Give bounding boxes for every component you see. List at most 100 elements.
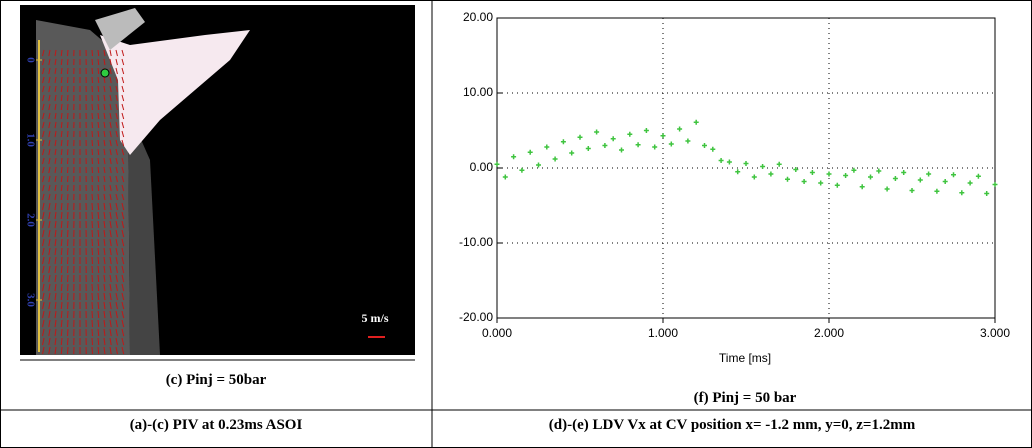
vector xyxy=(115,184,118,192)
vector xyxy=(115,337,118,346)
vector xyxy=(103,229,106,238)
vector xyxy=(103,346,106,355)
vector xyxy=(115,310,118,319)
vector xyxy=(103,148,106,156)
data-point xyxy=(718,158,724,163)
data-point xyxy=(577,134,583,140)
vector xyxy=(121,220,125,229)
vector xyxy=(48,337,51,346)
vector xyxy=(109,58,112,66)
vector xyxy=(109,49,112,57)
vector xyxy=(115,256,118,265)
vector xyxy=(97,166,100,174)
vector xyxy=(121,265,125,274)
data-point xyxy=(984,191,990,196)
vector xyxy=(97,310,100,319)
vector xyxy=(42,58,45,66)
data-point xyxy=(660,133,666,139)
vector xyxy=(109,337,112,346)
vector xyxy=(54,310,57,319)
vector xyxy=(115,157,118,165)
vector xyxy=(115,148,118,156)
vector xyxy=(103,175,106,183)
data-point xyxy=(892,176,898,181)
vector xyxy=(115,58,118,66)
vector xyxy=(109,112,112,120)
vector xyxy=(109,130,112,138)
vector xyxy=(121,346,125,355)
vector xyxy=(115,139,118,147)
vector xyxy=(42,76,45,84)
vector xyxy=(48,292,51,301)
vector xyxy=(60,301,63,310)
vector xyxy=(54,346,57,355)
vector xyxy=(115,292,118,301)
vector xyxy=(54,58,57,66)
vector xyxy=(103,274,106,283)
vector xyxy=(97,256,100,265)
vector xyxy=(109,328,112,337)
vector xyxy=(115,346,118,355)
vector xyxy=(115,175,118,183)
vector xyxy=(109,202,112,211)
vector xyxy=(103,328,106,337)
data-point xyxy=(652,144,658,150)
vector xyxy=(60,202,63,211)
vector xyxy=(60,67,63,75)
data-point xyxy=(751,174,757,180)
vector xyxy=(97,130,100,138)
vector xyxy=(115,274,118,283)
vector xyxy=(42,337,45,346)
vector xyxy=(115,112,118,120)
vector xyxy=(121,76,125,84)
vector xyxy=(42,310,45,319)
vector xyxy=(60,85,63,93)
data-point xyxy=(917,177,923,183)
vector xyxy=(97,157,100,165)
vector xyxy=(42,166,45,174)
vector xyxy=(103,85,106,93)
vector xyxy=(54,265,57,274)
plot-area xyxy=(496,17,996,319)
vector xyxy=(97,67,100,75)
vector xyxy=(109,193,112,201)
vector xyxy=(48,193,51,201)
vector xyxy=(121,229,125,238)
vector xyxy=(42,94,45,102)
vector xyxy=(115,319,118,328)
vector xyxy=(60,319,63,328)
vector xyxy=(60,346,63,355)
vector xyxy=(48,130,51,138)
vector xyxy=(42,184,45,192)
vector-field xyxy=(42,49,125,355)
vector xyxy=(60,337,63,346)
vector xyxy=(103,319,106,328)
vector xyxy=(121,67,125,75)
vector xyxy=(48,274,51,283)
vector xyxy=(109,67,112,75)
vector xyxy=(109,319,112,328)
vector xyxy=(42,247,45,256)
vector xyxy=(109,175,112,183)
vector xyxy=(42,103,45,111)
vector xyxy=(97,202,100,211)
vector xyxy=(97,58,100,66)
vector xyxy=(103,76,106,84)
data-point xyxy=(809,170,815,175)
vector xyxy=(103,94,106,102)
vector xyxy=(121,319,125,328)
vector-scale-label: 5 m/s xyxy=(362,311,389,325)
vector xyxy=(60,130,63,138)
vector xyxy=(54,247,57,256)
vector xyxy=(48,103,51,111)
data-point xyxy=(560,139,566,145)
vector xyxy=(121,193,125,201)
data-point xyxy=(951,172,956,178)
vector xyxy=(54,238,57,247)
vector xyxy=(60,184,63,192)
y-tick-label: 0.00 xyxy=(470,160,494,174)
data-point xyxy=(826,171,832,177)
vector xyxy=(121,103,125,111)
vector xyxy=(109,76,112,84)
vector xyxy=(121,310,125,319)
